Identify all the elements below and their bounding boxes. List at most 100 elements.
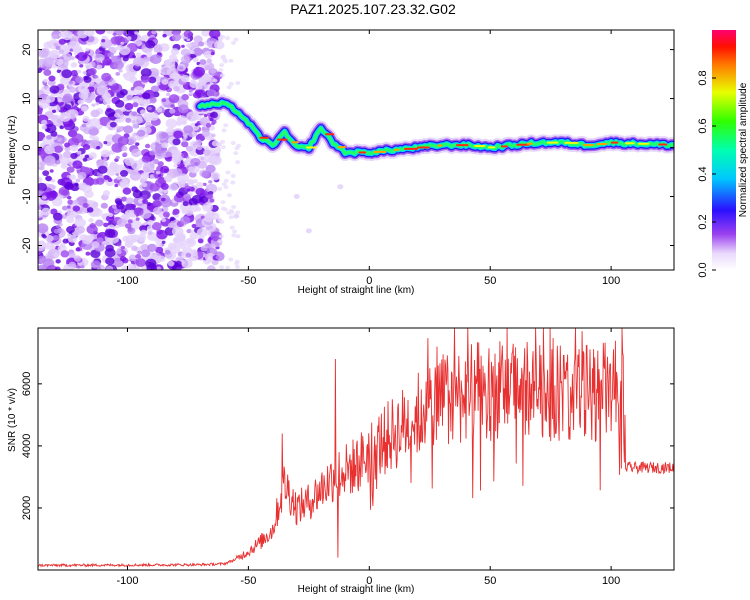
noise-blob	[195, 84, 203, 91]
noise-blob	[105, 30, 115, 34]
noise-blob	[157, 173, 162, 177]
noise-blob	[235, 210, 241, 215]
noise-blob	[154, 142, 160, 146]
noise-blob	[196, 181, 204, 189]
noise-blob	[52, 235, 60, 241]
noise-blob	[221, 182, 227, 187]
noise-blob	[55, 259, 61, 264]
noise-blob	[107, 178, 113, 183]
noise-blob	[137, 250, 142, 255]
noise-blob	[82, 157, 88, 162]
noise-blob	[197, 238, 204, 244]
noise-blob	[208, 180, 213, 184]
noise-blob	[201, 30, 210, 37]
noise-blob	[41, 125, 48, 130]
noise-blob	[219, 265, 225, 270]
noise-blob	[128, 254, 137, 262]
noise-blob	[222, 59, 228, 64]
noise-blob	[89, 83, 94, 87]
noise-blob	[67, 199, 74, 205]
noise-blob	[203, 50, 214, 59]
noise-blob	[96, 237, 104, 244]
noise-blob	[80, 265, 85, 269]
noise-blob	[177, 104, 189, 114]
noise-blob	[53, 145, 63, 153]
noise-blob	[142, 92, 151, 100]
noise-blob	[135, 52, 142, 58]
noise-blob	[192, 178, 198, 184]
noise-blob	[56, 69, 62, 74]
snr-y-ticks: 2000 4000 6000	[21, 372, 674, 520]
noise-blob	[94, 75, 99, 79]
noise-blob	[108, 212, 114, 218]
noise-blob	[169, 108, 176, 114]
noise-blob	[155, 246, 164, 254]
noise-blob	[132, 102, 139, 108]
noise-blob	[205, 183, 218, 194]
noise-blob	[123, 125, 134, 134]
noise-blob	[132, 55, 136, 59]
colorbar-tick-label: 0.4	[697, 166, 709, 181]
noise-blob	[210, 51, 215, 56]
noise-blob	[116, 125, 124, 132]
noise-blob	[72, 205, 81, 212]
noise-blob	[81, 235, 93, 245]
noise-blob	[233, 151, 239, 156]
noise-blob	[121, 257, 129, 264]
noise-blob	[151, 222, 162, 231]
noise-blob	[139, 36, 146, 42]
noise-blob	[181, 141, 189, 148]
noise-blob	[157, 255, 166, 262]
noise-blob	[51, 109, 57, 113]
noise-blob	[74, 182, 79, 187]
noise-blob	[70, 144, 79, 152]
noise-blob	[145, 40, 156, 49]
noise-blob	[62, 95, 72, 104]
noise-blob	[105, 257, 115, 266]
noise-blob	[127, 263, 135, 270]
noise-blob	[143, 56, 150, 62]
noise-blob	[170, 48, 180, 56]
x-tick-label: 50	[484, 275, 496, 287]
noise-blob	[154, 238, 161, 244]
noise-blob	[102, 98, 112, 105]
noise-blob	[152, 193, 162, 201]
noise-blob	[54, 58, 64, 66]
noise-blob	[49, 169, 54, 173]
colorbar: 0.0 0.2 0.4 0.6 0.8 Normalized spectral ampl…	[697, 30, 749, 278]
noise-blob	[200, 245, 208, 252]
noise-blob	[60, 250, 70, 258]
noise-blob	[223, 123, 229, 128]
noise-blob	[191, 223, 197, 229]
noise-blob	[115, 71, 121, 76]
noise-blob	[90, 109, 100, 118]
noise-blob	[172, 138, 181, 146]
noise-blob	[199, 195, 209, 204]
noise-blob	[116, 249, 122, 255]
noise-blob	[205, 159, 209, 163]
noise-blob	[167, 260, 175, 267]
noise-blob	[139, 225, 148, 233]
noise-blob	[217, 239, 223, 244]
noise-blob	[121, 196, 128, 202]
x-tick-label: 100	[602, 275, 620, 287]
noise-blob	[85, 47, 90, 52]
noise-blob	[161, 79, 169, 85]
noise-blob	[209, 171, 221, 181]
noise-blob	[147, 219, 155, 226]
noise-blob	[103, 175, 110, 180]
noise-blob	[170, 149, 182, 159]
noise-blob	[125, 197, 134, 204]
y-tick-label: 10	[21, 92, 33, 104]
noise-blob	[118, 68, 123, 73]
x-tick-label: 0	[366, 575, 372, 587]
noise-blob	[119, 170, 129, 177]
noise-blob	[228, 81, 234, 86]
snr-x-label: Height of straight line (km)	[298, 584, 415, 595]
noise-blob	[134, 31, 139, 35]
noise-blob	[196, 227, 208, 238]
y-tick-label: 20	[21, 43, 33, 55]
noise-blob	[189, 232, 199, 240]
noise-blob	[234, 259, 240, 264]
noise-blob	[114, 118, 120, 123]
